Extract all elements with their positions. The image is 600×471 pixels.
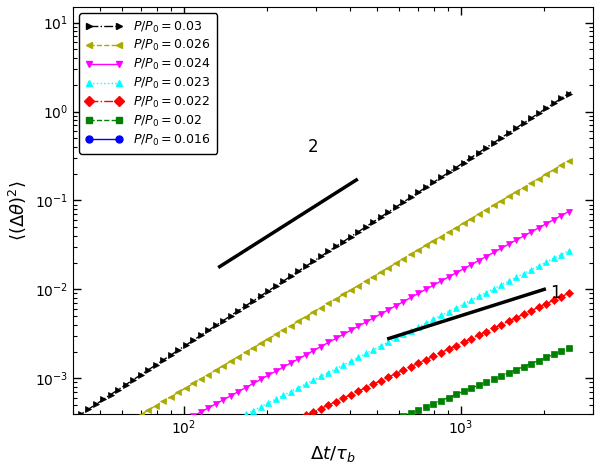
Legend: $P/P_0=0.03$, $P/P_0=0.026$, $P/P_0=0.024$, $P/P_0=0.023$, $P/P_0=0.022$, $P/P_0: $P/P_0=0.03$, $P/P_0=0.026$, $P/P_0=0.02… [79,13,217,154]
Text: 1: 1 [550,284,561,302]
X-axis label: $\Delta t/\tau_b$: $\Delta t/\tau_b$ [310,444,356,464]
Text: 2: 2 [308,138,318,156]
Y-axis label: $\langle(\Delta\theta)^2\rangle$: $\langle(\Delta\theta)^2\rangle$ [7,180,28,241]
